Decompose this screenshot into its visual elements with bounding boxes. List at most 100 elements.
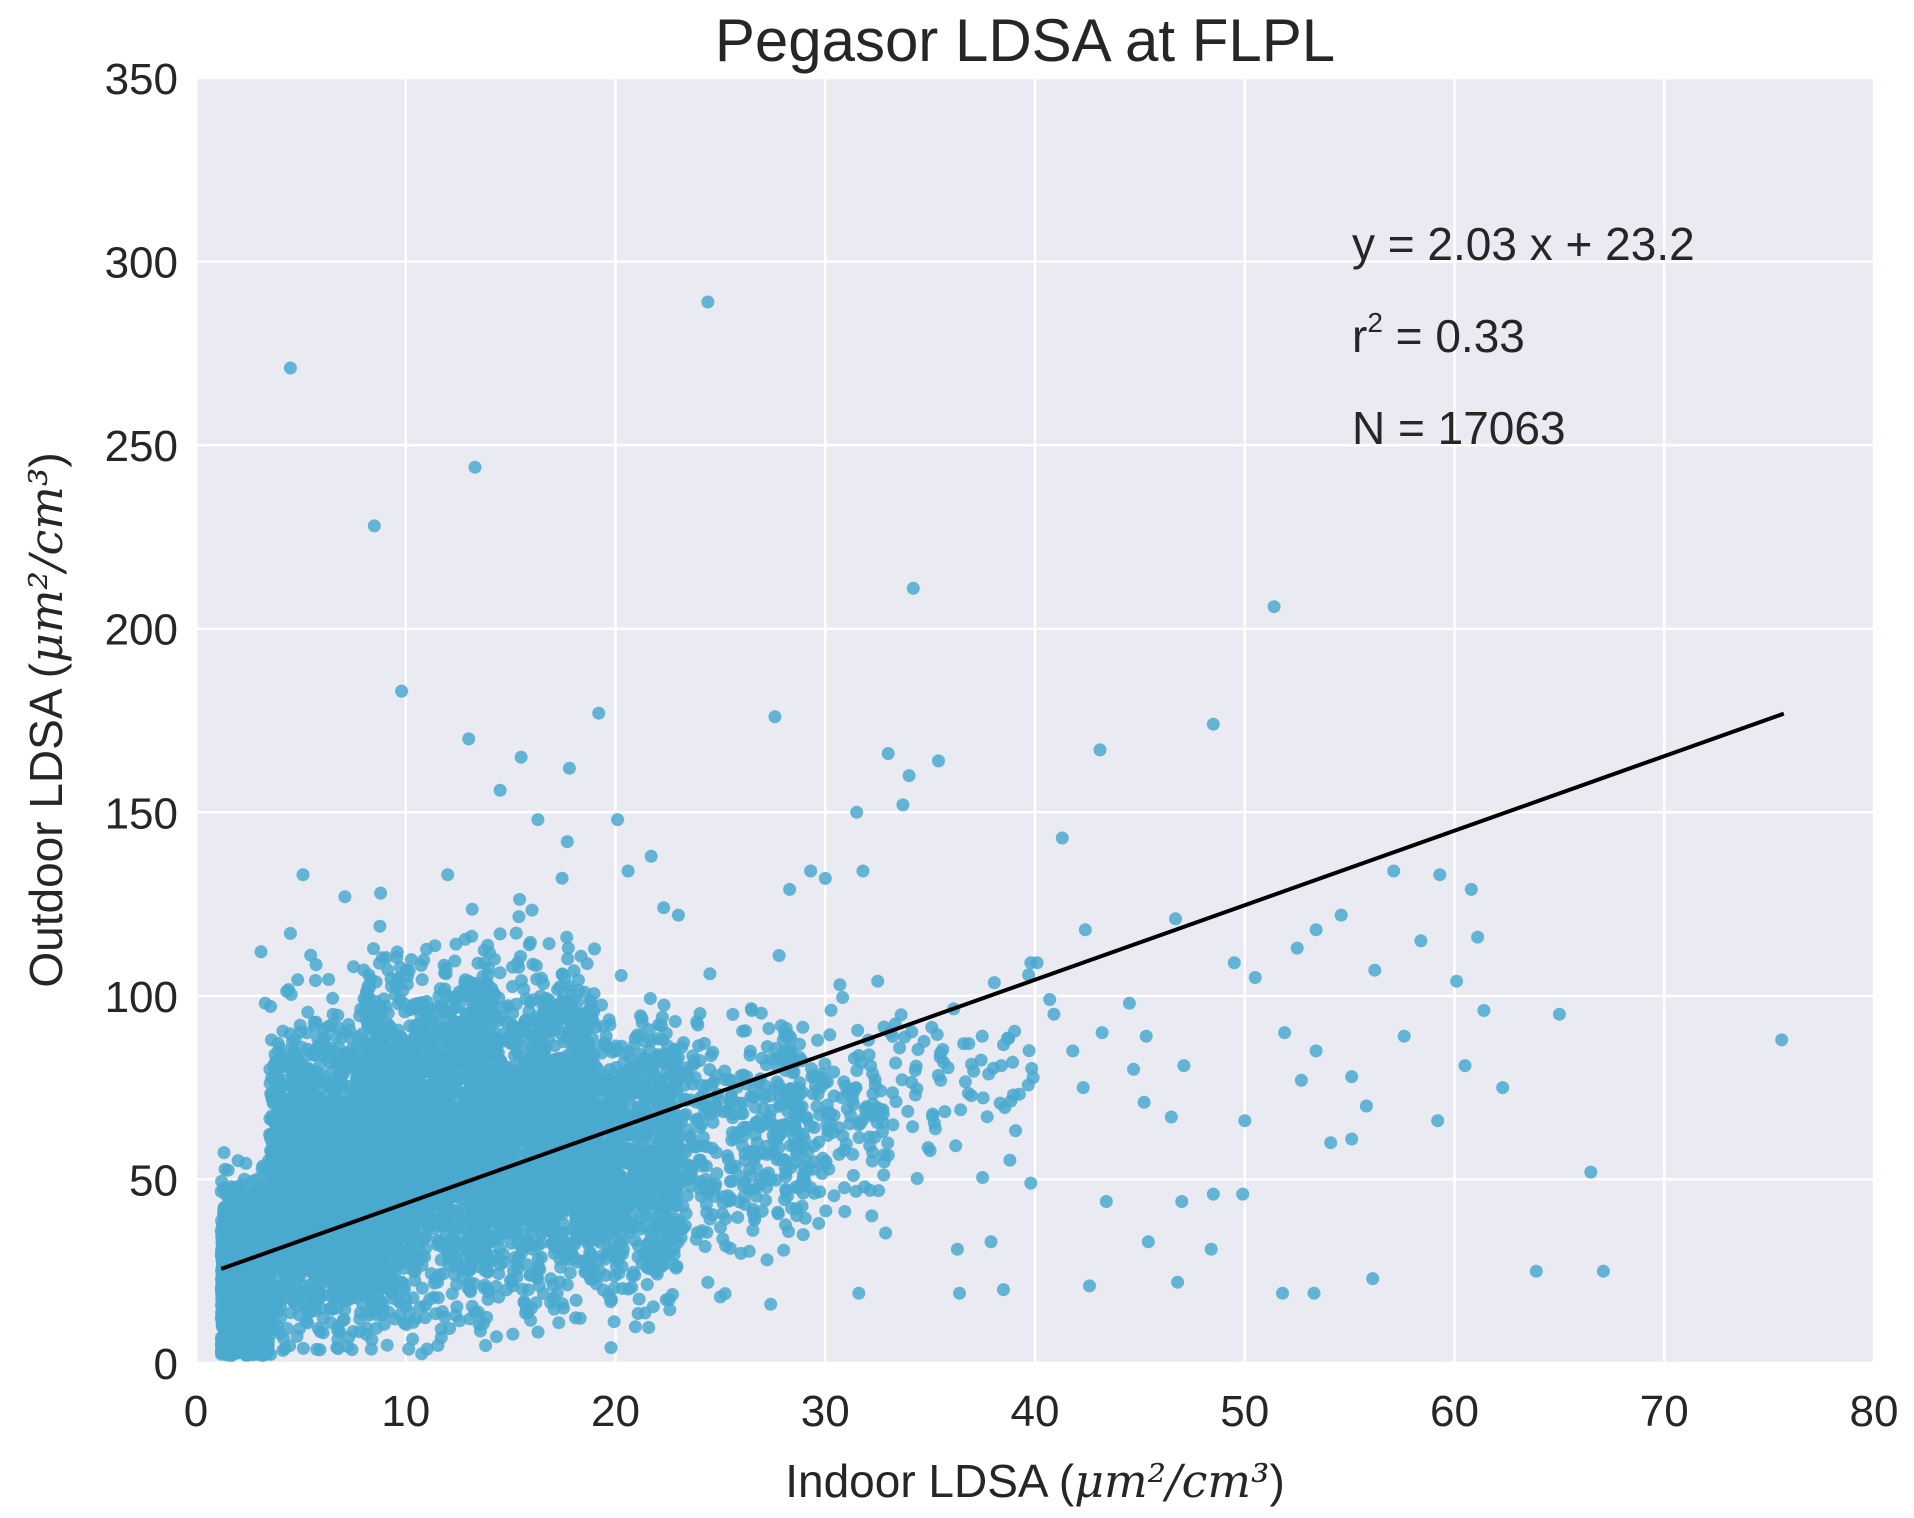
data-point: [357, 1235, 371, 1249]
data-point: [406, 999, 420, 1013]
data-point: [239, 1156, 253, 1170]
data-point: [298, 1262, 312, 1276]
data-point: [374, 1070, 388, 1084]
data-point: [304, 948, 318, 962]
data-point: [340, 1229, 354, 1242]
data-point: [224, 1249, 238, 1263]
data-point: [359, 1327, 373, 1341]
data-point: [420, 942, 433, 956]
data-point: [322, 1167, 336, 1181]
data-point: [269, 1061, 283, 1075]
data-point: [390, 945, 404, 959]
data-point: [444, 1252, 458, 1266]
data-point: [315, 1197, 329, 1211]
data-point: [360, 1306, 374, 1320]
data-point: [375, 1031, 389, 1045]
data-point: [450, 1300, 464, 1314]
data-point: [364, 1342, 378, 1356]
data-point: [238, 1322, 252, 1336]
data-point: [270, 1145, 284, 1159]
data-point: [415, 973, 429, 987]
data-point: [300, 1063, 313, 1076]
data-point: [264, 1311, 277, 1325]
data-point: [436, 1207, 450, 1221]
data-point: [326, 991, 340, 1005]
data-point: [264, 1347, 278, 1361]
data-point: [288, 1226, 302, 1240]
data-point: [305, 1120, 318, 1134]
data-point: [223, 1201, 237, 1215]
data-point: [222, 1290, 236, 1304]
data-point: [415, 1201, 429, 1215]
data-point: [333, 1057, 347, 1071]
data-point: [317, 1288, 331, 1302]
data-point: [418, 1005, 432, 1019]
data-point: [219, 1228, 233, 1242]
data-point: [265, 1092, 279, 1106]
data-point: [217, 1317, 231, 1331]
data-point: [334, 1209, 348, 1223]
data-point: [373, 919, 387, 933]
data-point: [327, 1131, 341, 1144]
data-point: [344, 1113, 358, 1127]
data-point: [427, 1290, 441, 1304]
data-point: [314, 1301, 328, 1315]
data-point: [294, 1201, 308, 1215]
data-point: [369, 975, 383, 989]
data-point: [265, 1113, 279, 1127]
data-point: [380, 1338, 394, 1352]
data-point: [342, 1149, 356, 1163]
data-point: [395, 1276, 409, 1289]
data-point: [330, 1077, 344, 1091]
data-point: [290, 1329, 304, 1343]
data-point: [291, 973, 305, 987]
data-point: [319, 1040, 333, 1054]
data-point: [300, 1026, 314, 1040]
data-point: [449, 937, 463, 951]
data-point: [252, 1181, 266, 1195]
data-point: [313, 1133, 327, 1147]
data-point: [392, 1047, 406, 1061]
data-point: [218, 1162, 232, 1176]
data-point: [428, 1069, 442, 1083]
data-point: [282, 983, 296, 997]
data-point: [331, 1008, 345, 1022]
data-point: [339, 1284, 353, 1298]
data-point: [270, 1200, 284, 1214]
data-point: [263, 1076, 277, 1090]
data-point: [274, 1260, 287, 1274]
data-point: [268, 1322, 282, 1336]
data-point: [322, 973, 336, 986]
data-point: [331, 1323, 344, 1337]
data-point: [324, 1233, 338, 1246]
data-point: [417, 1016, 431, 1030]
data-point: [346, 1325, 360, 1338]
data-point: [226, 1328, 240, 1342]
data-point: [341, 1046, 354, 1060]
data-point: [308, 1218, 322, 1232]
data-point: [264, 1298, 278, 1312]
data-point: [287, 1294, 301, 1308]
data-point: [265, 1165, 279, 1178]
data-point: [396, 983, 410, 997]
data-point: [221, 1344, 235, 1358]
data-point: [263, 1128, 277, 1141]
data-point: [328, 1098, 342, 1112]
data-point: [250, 1314, 264, 1328]
data-point: [251, 1195, 265, 1208]
data-point: [379, 951, 393, 965]
data-point: [347, 960, 360, 974]
data-point: [314, 1181, 328, 1195]
data-point: [289, 1172, 303, 1186]
data-point: [277, 1185, 291, 1199]
data-point: [276, 1213, 290, 1227]
data-point: [316, 1326, 330, 1340]
data-point: [246, 1289, 260, 1303]
data-point: [335, 1193, 349, 1207]
data-point: [220, 1301, 234, 1315]
data-point: [236, 1343, 250, 1357]
data-point: [284, 1306, 298, 1320]
data-point: [284, 1141, 298, 1155]
